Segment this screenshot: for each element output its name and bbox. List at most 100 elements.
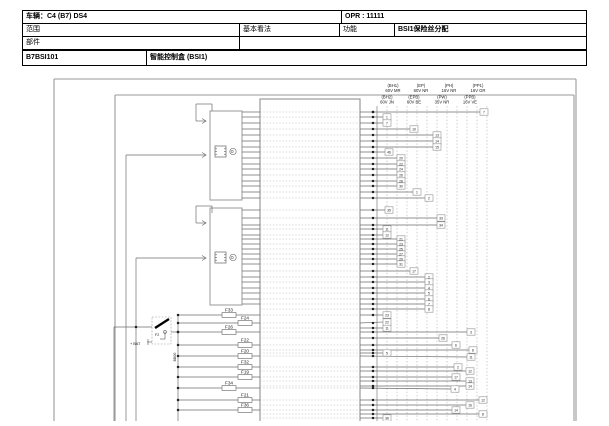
label-text: (EP) — [417, 83, 426, 88]
label-text: F24 — [241, 315, 249, 320]
label-text: 4 — [428, 286, 430, 290]
junction-dot — [371, 216, 375, 220]
fuse-symbol — [237, 407, 253, 413]
label-text: 15 — [435, 145, 439, 149]
label-text: 3 — [428, 280, 430, 284]
wiring-diagram-container: 7 1 7 10 13 14 15 46 20 22 24 26 28 30 1 2 39 33 34 11 12 21 2… — [0, 70, 609, 426]
junction-dot — [371, 223, 375, 227]
junction-dot — [176, 354, 180, 358]
junction-dot — [176, 313, 180, 317]
pin-box — [432, 143, 442, 151]
label-text: 16V NR — [442, 88, 457, 93]
junction-dot — [371, 330, 375, 334]
pin-box — [468, 346, 478, 354]
label-text: 46 — [387, 150, 391, 154]
label-text: F36 — [241, 402, 249, 407]
junction-dot — [371, 386, 375, 390]
junction-dot — [371, 233, 375, 237]
component-symbol-icon — [230, 256, 234, 259]
label-text: 21 — [399, 237, 403, 241]
pin-box — [409, 125, 419, 133]
junction-dot — [371, 237, 375, 241]
pin-box — [450, 385, 460, 393]
label-text: 28 — [399, 179, 403, 183]
pin-box — [382, 311, 392, 319]
label-text: F21 — [241, 392, 249, 397]
junction-dot — [371, 262, 375, 266]
junction-dot — [371, 257, 375, 261]
fuse-symbol — [237, 397, 253, 403]
switch-box — [151, 316, 172, 345]
junction-dot — [371, 227, 375, 231]
pin-box — [466, 328, 476, 336]
junction-dot — [371, 121, 375, 125]
label-text: 13 — [468, 379, 472, 383]
junction-dot — [371, 190, 375, 194]
junction-dot — [176, 343, 180, 347]
junction-dot — [371, 297, 375, 301]
pin-box — [451, 373, 461, 381]
pin-box — [412, 188, 422, 196]
pin-box — [479, 108, 489, 116]
opr-label: OPR : 11111 — [341, 11, 586, 23]
wire — [359, 387, 452, 390]
label-text: 10 — [412, 127, 416, 131]
label-text: 7 — [386, 121, 388, 125]
label-text: 6 — [455, 343, 457, 347]
label-text: 60V MR — [385, 88, 400, 93]
label-text: (PP1) — [473, 83, 484, 88]
label-text: 30 — [399, 184, 403, 188]
label-text: F22 — [241, 337, 249, 342]
switch-blade — [154, 317, 170, 330]
junction-dot — [371, 196, 375, 200]
wire — [359, 321, 384, 324]
junction-dot — [371, 336, 375, 340]
fuse-symbol — [237, 320, 253, 326]
junction-dot — [371, 354, 375, 358]
junction-dot — [371, 150, 375, 154]
label-text: 5 — [386, 351, 388, 355]
pin-box — [453, 363, 463, 371]
label-text: 29 — [399, 257, 403, 261]
pin-box — [384, 206, 394, 214]
component-symbol-icon — [230, 150, 234, 153]
label-text: 22 — [385, 320, 389, 324]
label-text: 23 — [385, 313, 389, 317]
label-text: 11 — [469, 355, 473, 359]
label-text: (EPB) — [408, 95, 420, 100]
parts-label: 部件 — [26, 39, 40, 46]
junction-dot — [176, 330, 180, 334]
label-text: 3 — [470, 330, 472, 334]
junction-dot — [176, 321, 180, 325]
label-text: 1 — [386, 115, 388, 119]
switch-terminal — [163, 330, 167, 334]
junction-dot — [371, 398, 375, 402]
label-text: 14 — [454, 408, 458, 412]
label-text: 4 — [454, 387, 456, 391]
label-text: 14 — [468, 384, 472, 388]
label-text: 22 — [399, 162, 403, 166]
label-text: 27 — [399, 252, 403, 256]
pin-box — [465, 382, 475, 390]
label-text: 39 — [387, 208, 391, 212]
label-text: 36 — [385, 416, 389, 420]
junction-dot — [176, 375, 180, 379]
junction-dot — [371, 162, 375, 166]
pin-box — [436, 221, 446, 229]
junction-dot — [371, 375, 375, 379]
junction-dot — [371, 369, 375, 373]
junction-dot — [371, 133, 375, 137]
header-row-scope: 范围 基本看法 功能 BSI1保险丝分配 — [23, 23, 586, 36]
junction-dot — [371, 110, 375, 114]
wire-arrow — [201, 152, 207, 158]
junction-dot — [371, 403, 375, 407]
pin-box — [466, 353, 476, 361]
junction-dot — [371, 384, 375, 388]
label-text: 26 — [399, 173, 403, 177]
junction-dot — [371, 379, 375, 383]
label-text: (PPB) — [464, 95, 476, 100]
header-row-parts: 部件 — [23, 36, 586, 49]
junction-dot — [371, 343, 375, 347]
pin-box — [478, 410, 488, 418]
label-text: 14 — [435, 139, 439, 143]
